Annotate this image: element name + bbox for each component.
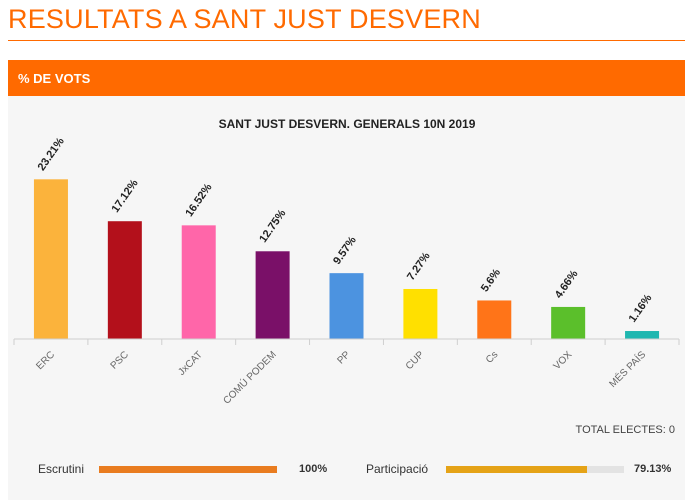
x-tick-label: ERC [34,349,57,372]
x-tick-label: CUP [404,349,427,372]
bar-cup[interactable] [403,288,438,339]
escrutini-label: Escrutini [38,462,85,476]
bar-value-label: 16.52% [183,181,214,219]
chart-title: SANT JUST DESVERN. GENERALS 10N 2019 [219,117,476,131]
escrutini-value: 100% [299,463,328,475]
bar-value-label: 5.6% [479,267,503,295]
bar-value-label: 17.12% [109,177,140,215]
x-tick-label: PP [335,349,352,366]
bar-com-podem[interactable] [255,251,290,339]
title-divider [8,40,685,41]
section-header: % DE VOTS [8,60,685,96]
bar-cs[interactable] [477,300,512,339]
participacio-label: Participació [366,462,429,476]
x-tick-label: PSC [109,349,131,371]
x-tick-label: COMÚ PODEM [220,348,279,407]
participacio-value: 79.13% [634,463,672,475]
escrutini-row: Escrutini 100% [38,462,327,476]
bar-jxcat[interactable] [181,225,216,339]
bar-psc[interactable] [107,221,142,339]
bar-chart: SANT JUST DESVERN. GENERALS 10N 2019 23.… [13,117,680,407]
escrutini-progress-track [99,465,277,473]
participacio-row: Participació 79.13% [366,462,671,476]
total-electes: TOTAL ELECTES: 0 [575,424,675,436]
chart-panel: SANT JUST DESVERN. GENERALS 10N 2019 23.… [8,96,685,500]
escrutini-progress-fill [99,465,277,473]
bar-value-label: 23.21% [36,135,67,173]
bar-erc[interactable] [33,179,68,339]
participacio-progress-fill [446,465,587,473]
bar-value-label: 9.57% [331,234,359,267]
bar-m-s-pa-s[interactable] [625,331,660,339]
page-title: RESULTATS A SANT JUST DESVERN [8,4,481,34]
bar-value-label: 4.66% [553,268,581,301]
bar-vox[interactable] [551,306,586,339]
bar-value-label: 7.27% [405,250,433,283]
x-tick-label: Cs [484,349,500,365]
x-tick-label: VOX [552,349,575,372]
x-tick-label: MÉS PAÍS [606,348,648,390]
section-header-label: % DE VOTS [18,70,91,86]
bar-value-label: 12.75% [257,207,288,245]
bar-value-label: 1.16% [627,292,655,325]
x-tick-label: JxCAT [176,349,204,377]
participacio-progress-track [446,465,624,473]
bar-pp[interactable] [329,273,364,339]
